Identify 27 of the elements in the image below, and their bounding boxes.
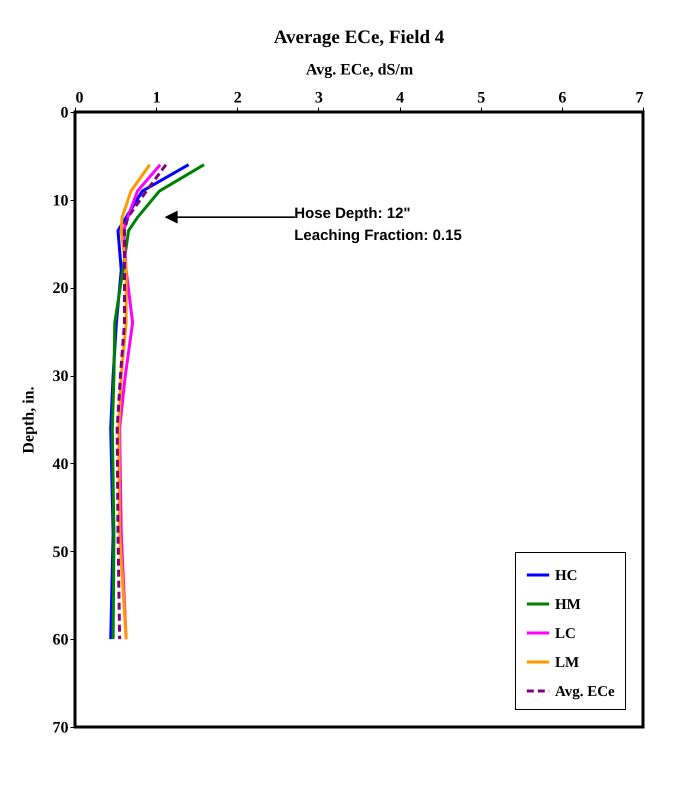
- x-tick-label: 5: [477, 90, 486, 106]
- line-series: [116, 163, 168, 641]
- x-axis-title: Avg. ECe, dS/m: [306, 62, 414, 78]
- y-tick-label: 0: [60, 104, 68, 122]
- legend-label: HC: [555, 568, 578, 584]
- annotation: Hose Depth: 12" Leaching Fraction: 0.15: [294, 205, 462, 244]
- x-tick-label: 4: [396, 90, 404, 106]
- x-tick-label: 7: [636, 90, 644, 106]
- y-tick-label: 10: [52, 192, 68, 210]
- chart-title: Average ECe, Field 4: [274, 27, 445, 48]
- x-tick-label: 3: [314, 90, 323, 106]
- line-series: [110, 163, 206, 641]
- y-axis-title: Depth, in.: [20, 386, 38, 454]
- legend-label: HM: [555, 597, 581, 613]
- y-tick-label: 50: [52, 544, 68, 561]
- y-tick-label: 70: [52, 720, 68, 736]
- y-tick-label: 60: [52, 632, 68, 649]
- legend-label: LC: [555, 626, 576, 642]
- y-tick-label: 30: [52, 368, 68, 386]
- x-tick-label: 6: [558, 90, 566, 106]
- y-tick-label: 40: [52, 456, 68, 473]
- x-tick-label: 1: [152, 90, 161, 106]
- legend-label: Avg. ECe: [555, 684, 616, 700]
- legend-label: LM: [555, 655, 580, 671]
- y-tick-label: 20: [52, 280, 68, 298]
- x-tick-label: 2: [234, 90, 242, 106]
- x-tick-label: 0: [76, 90, 84, 106]
